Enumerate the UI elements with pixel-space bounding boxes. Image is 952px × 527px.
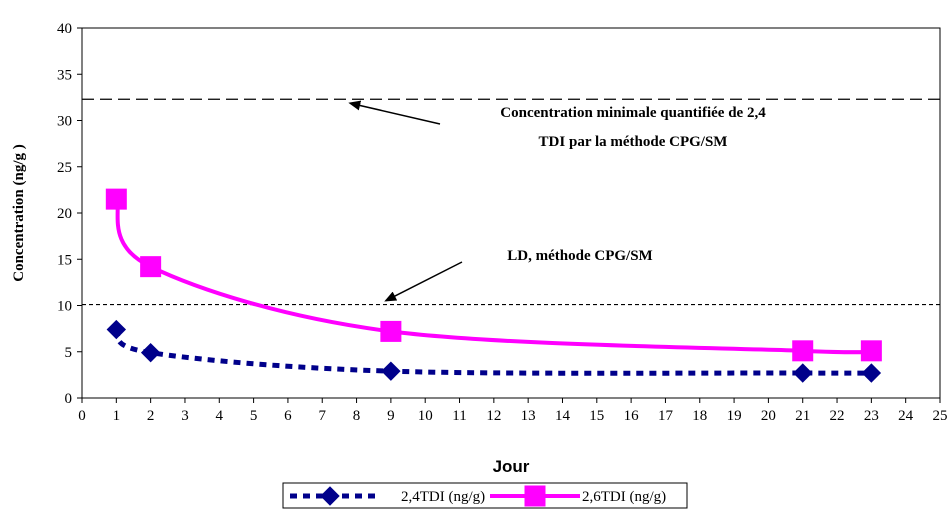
x-tick-label: 9 (387, 408, 395, 424)
square-marker (105, 188, 127, 210)
x-tick-label: 5 (250, 408, 258, 424)
x-tick-label: 12 (486, 408, 501, 424)
plot-area (81, 27, 941, 399)
annotation-text: LD, méthode CPG/SM (507, 248, 652, 264)
diamond-marker (106, 319, 127, 340)
x-tick-label: 16 (624, 408, 640, 424)
y-tick-label: 25 (57, 160, 72, 176)
diamond-marker (381, 361, 401, 381)
y-tick-label: 20 (57, 206, 72, 222)
annotation-text: Concentration minimale quantifiée de 2,4 (500, 105, 766, 121)
x-tick-label: 18 (692, 408, 707, 424)
x-tick-label: 19 (727, 408, 742, 424)
x-tick-label: 15 (589, 408, 604, 424)
x-tick-label: 6 (284, 408, 292, 424)
x-tick-label: 11 (452, 408, 466, 424)
x-tick-label: 4 (216, 408, 224, 424)
square-marker (380, 320, 402, 342)
diamond-marker (793, 363, 813, 383)
y-tick-label: 10 (57, 299, 72, 315)
x-tick-label: 21 (795, 408, 810, 424)
diamond-marker (320, 486, 340, 506)
x-axis-label: Jour (493, 457, 530, 476)
square-marker (792, 340, 814, 362)
legend-box (282, 482, 688, 509)
x-tick-label: 17 (658, 408, 674, 424)
x-tick-label: 10 (418, 408, 433, 424)
x-tick-label: 23 (864, 408, 879, 424)
x-tick-label: 7 (318, 408, 326, 424)
series-line (114, 327, 872, 376)
y-tick-label: 5 (65, 345, 73, 361)
x-tick-label: 24 (898, 408, 914, 424)
x-tick-label: 3 (181, 408, 189, 424)
legend-label: 2,6TDI (ng/g) (582, 489, 666, 505)
annotation-text: TDI par la méthode CPG/SM (539, 134, 728, 150)
square-marker (140, 256, 162, 278)
y-tick-label: 40 (57, 21, 72, 37)
series-1 (106, 319, 882, 383)
legend: 2,4TDI (ng/g) 2,6TDI (ng/g) (282, 482, 688, 509)
y-tick-label: 0 (65, 391, 73, 407)
x-tick-label: 2 (147, 408, 155, 424)
y-tick-label: 30 (57, 114, 72, 130)
square-marker (524, 485, 546, 507)
x-tick-label: 20 (761, 408, 776, 424)
x-tick-label: 1 (113, 408, 121, 424)
annotation-arrow (384, 261, 463, 302)
x-tick-label: 8 (353, 408, 361, 424)
square-marker (860, 340, 882, 362)
legend-entry: 2,6TDI (ng/g) (490, 485, 666, 507)
annotation-arrow (348, 100, 441, 125)
diamond-marker (140, 342, 161, 363)
y-axis-label: Concentration (ng/g ) (11, 144, 27, 282)
legend-entry: 2,4TDI (ng/g) (290, 486, 485, 506)
x-tick-label: 22 (830, 408, 845, 424)
series-2 (105, 188, 882, 362)
y-tick-label: 35 (57, 67, 72, 83)
x-tick-label: 0 (78, 408, 86, 424)
x-tick-label: 13 (521, 408, 536, 424)
y-tick-label: 15 (57, 252, 72, 268)
x-tick-label: 25 (933, 408, 948, 424)
diamond-marker (861, 363, 882, 383)
legend-label: 2,4TDI (ng/g) (401, 489, 485, 505)
x-tick-label: 14 (555, 408, 571, 424)
